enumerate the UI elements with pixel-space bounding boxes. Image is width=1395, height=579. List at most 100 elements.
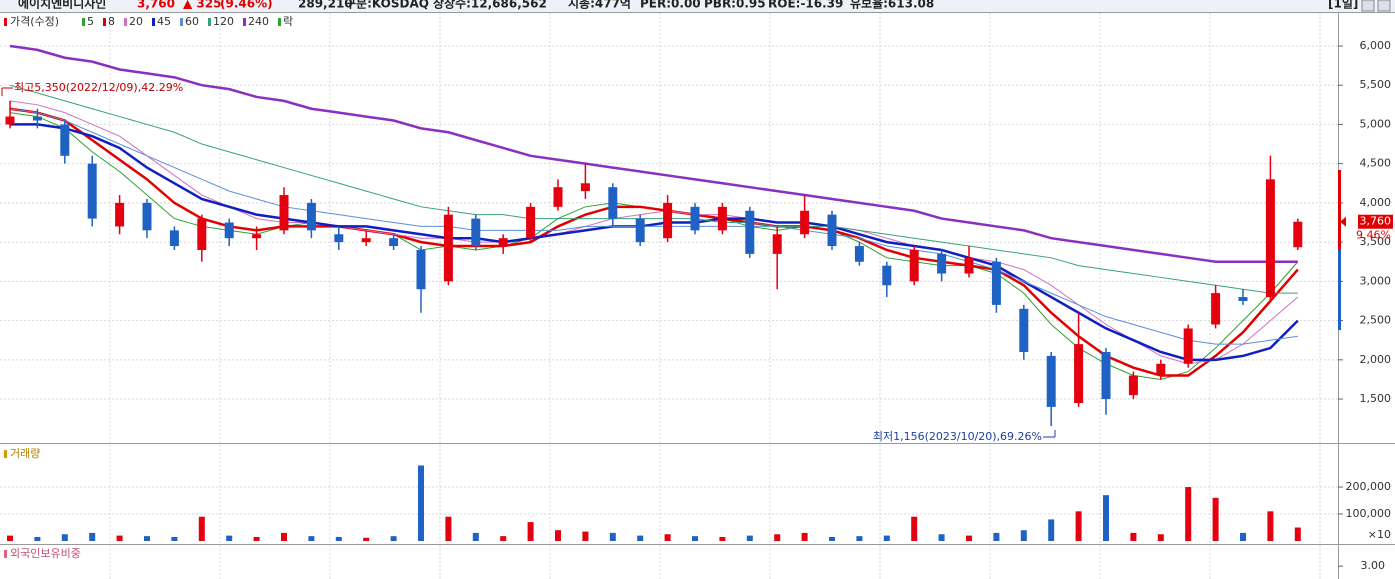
volume-bar — [1267, 511, 1274, 541]
legend-swatch — [4, 550, 7, 558]
volume-bar — [692, 536, 698, 541]
legend-swatch — [180, 18, 183, 26]
volume-bar — [61, 534, 68, 541]
legend-label: 120 — [213, 15, 234, 28]
legend-swatch — [208, 18, 211, 26]
legend-label: 5 — [87, 15, 94, 28]
candle-body — [526, 206, 536, 239]
y-tick-label: 4,500 — [1360, 157, 1392, 170]
period: [1일] — [1328, 0, 1358, 11]
candle-body — [1046, 355, 1056, 407]
volume-bar — [911, 516, 918, 541]
candle-body — [224, 222, 234, 239]
legend-swatch — [243, 18, 246, 26]
volume-bar — [1103, 495, 1109, 541]
volume-bar — [1075, 511, 1082, 541]
ma-line — [10, 123, 1299, 362]
candle-body — [635, 218, 645, 243]
volume-bar — [993, 532, 1000, 541]
candle-body — [937, 253, 947, 274]
candle-body — [32, 116, 42, 121]
legend-swatch — [4, 450, 7, 458]
volume-bar — [664, 534, 671, 541]
volume-title: 거래량 — [10, 447, 40, 460]
legend-label: 8 — [108, 15, 115, 28]
volume-bar — [363, 537, 370, 541]
candle-body — [745, 210, 755, 254]
candle-body — [306, 202, 316, 231]
stock-name: 에이치엔비디자인 — [18, 0, 106, 11]
candle-body — [1128, 375, 1138, 396]
legend-label: 45 — [157, 15, 171, 28]
volume-bar — [829, 536, 835, 541]
candle-body — [1019, 308, 1029, 352]
window-button[interactable] — [1377, 0, 1391, 12]
candle-body — [663, 202, 673, 239]
volume-bar — [253, 536, 260, 541]
volume-bar — [34, 536, 41, 541]
last-price-marker — [1340, 216, 1346, 227]
y-tick-label: 3,000 — [1360, 274, 1392, 287]
volume-bar — [198, 516, 205, 541]
candle-body — [498, 238, 508, 247]
legend-label: 가격(수정) — [10, 15, 59, 28]
legend-swatch — [124, 18, 127, 26]
volume-bar — [472, 532, 479, 541]
volume-bar — [281, 532, 287, 541]
candle-body — [772, 234, 782, 254]
volume-bar — [89, 532, 96, 541]
volume-bar — [1130, 532, 1137, 541]
volume-bar — [966, 535, 972, 541]
volume-bar — [719, 536, 726, 541]
volume-bar — [883, 535, 890, 541]
volume-bar — [801, 532, 808, 541]
legend-swatch — [82, 18, 85, 26]
price-range-bar — [1338, 170, 1341, 250]
y-tick-label: 2,500 — [1360, 314, 1392, 327]
candle-body — [827, 214, 837, 247]
ma-line — [9, 44, 1298, 263]
candle-body — [197, 218, 207, 250]
roe: ROE:-16.39 — [768, 0, 843, 11]
candle-body — [87, 163, 97, 219]
ma-line — [9, 107, 1299, 377]
y-tick-label: 100,000 — [1346, 507, 1392, 520]
legend-swatch — [278, 18, 281, 26]
candle-body — [1293, 221, 1303, 248]
change-pct: (9.46%) — [220, 0, 273, 11]
candle-body — [909, 249, 919, 282]
volume-bar — [445, 516, 452, 541]
volume-bar — [1157, 534, 1164, 541]
volume-bar — [938, 534, 945, 541]
candle-body — [443, 214, 453, 282]
high-annotation: 최고5,350(2022/12/09),42.29% — [14, 81, 183, 94]
candle-body — [553, 187, 563, 207]
low-annotation: 최저1,156(2023/10/20),69.26% — [873, 430, 1042, 443]
candle-body — [1101, 351, 1111, 400]
candle-body — [1156, 363, 1166, 376]
price: 3,760 — [137, 0, 175, 11]
y-tick-label: 3,500 — [1360, 235, 1392, 248]
legend-label: 60 — [185, 15, 199, 28]
volume-bar — [1020, 530, 1027, 541]
candle-body — [964, 257, 974, 274]
candle-body — [1211, 293, 1221, 325]
volume-bar — [144, 536, 150, 541]
volume-bar — [582, 531, 589, 541]
window-button[interactable] — [1361, 0, 1375, 12]
y-tick-label: 6,000 — [1360, 39, 1392, 52]
volume-unit: ×10 — [1368, 528, 1391, 541]
volume-bar — [335, 536, 342, 541]
y-tick-label: 200,000 — [1346, 480, 1392, 493]
candle-body — [60, 124, 70, 156]
candle-body — [169, 230, 179, 247]
volume-bar — [1048, 519, 1055, 541]
volume-bar — [226, 535, 233, 541]
pbr: PBR:0.95 — [704, 0, 766, 11]
y-tick-label: 1,500 — [1360, 392, 1392, 405]
candle-body — [361, 238, 371, 243]
volume-bar — [609, 532, 616, 541]
y-tick-label: 5,500 — [1360, 78, 1392, 91]
candle-body — [690, 206, 700, 231]
cap: 시총:477억 — [568, 0, 631, 11]
